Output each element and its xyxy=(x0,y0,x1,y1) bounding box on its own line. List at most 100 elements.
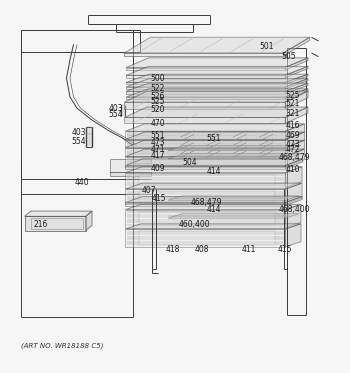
Polygon shape xyxy=(284,37,310,56)
Polygon shape xyxy=(139,191,275,202)
Text: 409: 409 xyxy=(150,164,165,173)
Polygon shape xyxy=(126,74,308,82)
Polygon shape xyxy=(285,159,303,169)
Polygon shape xyxy=(285,224,301,247)
Polygon shape xyxy=(139,231,275,245)
Text: 407: 407 xyxy=(142,186,156,195)
Polygon shape xyxy=(125,224,301,229)
Polygon shape xyxy=(126,89,308,97)
Text: 473: 473 xyxy=(150,138,165,147)
Polygon shape xyxy=(124,102,285,109)
Polygon shape xyxy=(125,229,285,247)
Text: 414: 414 xyxy=(206,167,221,176)
Polygon shape xyxy=(124,107,308,117)
Text: 551: 551 xyxy=(206,134,221,143)
Polygon shape xyxy=(285,107,308,123)
Text: 460,400: 460,400 xyxy=(178,220,210,229)
Polygon shape xyxy=(125,140,304,148)
Polygon shape xyxy=(125,166,285,169)
Polygon shape xyxy=(25,216,86,231)
Polygon shape xyxy=(285,140,304,156)
Text: 416: 416 xyxy=(285,121,300,130)
Text: 554: 554 xyxy=(71,137,86,146)
Polygon shape xyxy=(139,175,275,185)
Polygon shape xyxy=(126,79,308,87)
Polygon shape xyxy=(285,91,308,109)
Polygon shape xyxy=(86,211,92,231)
Polygon shape xyxy=(124,37,310,53)
Polygon shape xyxy=(125,210,285,228)
Text: 554: 554 xyxy=(108,110,123,119)
Text: 415: 415 xyxy=(278,245,292,254)
Polygon shape xyxy=(285,204,301,228)
Polygon shape xyxy=(285,58,308,70)
Polygon shape xyxy=(125,203,285,206)
Polygon shape xyxy=(126,82,285,84)
Text: 418: 418 xyxy=(166,245,180,254)
Polygon shape xyxy=(125,204,301,210)
Text: 468,479: 468,479 xyxy=(278,153,310,162)
Text: 526: 526 xyxy=(150,92,165,101)
Polygon shape xyxy=(125,197,302,203)
Text: 520: 520 xyxy=(150,105,165,114)
Polygon shape xyxy=(168,214,299,218)
Text: 500: 500 xyxy=(150,74,165,83)
Polygon shape xyxy=(168,154,301,159)
Polygon shape xyxy=(126,87,285,89)
Polygon shape xyxy=(285,183,302,204)
Text: 505: 505 xyxy=(282,52,296,61)
Polygon shape xyxy=(125,173,285,188)
Polygon shape xyxy=(126,83,308,91)
Polygon shape xyxy=(168,196,299,200)
Polygon shape xyxy=(285,124,304,140)
Polygon shape xyxy=(125,148,285,156)
Text: 470: 470 xyxy=(150,119,165,128)
Polygon shape xyxy=(110,159,150,172)
Text: 551: 551 xyxy=(150,131,165,140)
Polygon shape xyxy=(285,149,304,167)
Polygon shape xyxy=(124,117,285,123)
Polygon shape xyxy=(110,172,150,176)
Polygon shape xyxy=(125,159,303,166)
Text: 521: 521 xyxy=(285,99,300,108)
Text: 321: 321 xyxy=(285,109,300,117)
Polygon shape xyxy=(126,75,285,78)
Text: 417: 417 xyxy=(150,151,165,160)
Polygon shape xyxy=(125,183,302,189)
Text: 469: 469 xyxy=(285,131,300,140)
Polygon shape xyxy=(285,132,304,148)
Polygon shape xyxy=(285,83,308,94)
Polygon shape xyxy=(125,140,285,148)
Text: 411: 411 xyxy=(241,245,256,254)
Text: 473: 473 xyxy=(285,140,300,149)
Polygon shape xyxy=(168,145,301,151)
Polygon shape xyxy=(125,149,304,157)
Polygon shape xyxy=(124,91,308,102)
Polygon shape xyxy=(285,89,308,99)
Polygon shape xyxy=(124,53,284,56)
Polygon shape xyxy=(125,132,304,140)
Text: 216: 216 xyxy=(33,220,48,229)
Polygon shape xyxy=(285,79,308,89)
Text: 472: 472 xyxy=(285,145,300,154)
Polygon shape xyxy=(126,91,285,94)
Text: (ART NO. WR18188 C5): (ART NO. WR18188 C5) xyxy=(21,342,104,349)
Text: 501: 501 xyxy=(259,42,273,51)
Polygon shape xyxy=(125,167,302,173)
Text: 440: 440 xyxy=(75,178,90,187)
Polygon shape xyxy=(126,68,285,70)
Polygon shape xyxy=(126,66,308,75)
Polygon shape xyxy=(125,189,285,204)
Text: 522: 522 xyxy=(150,84,165,93)
Text: 408: 408 xyxy=(194,245,209,254)
Text: 468,479: 468,479 xyxy=(191,198,222,207)
Text: 468,400: 468,400 xyxy=(278,205,310,214)
Polygon shape xyxy=(285,167,302,188)
Polygon shape xyxy=(285,74,308,84)
Text: 410: 410 xyxy=(285,165,300,174)
Text: 403: 403 xyxy=(108,104,123,113)
Polygon shape xyxy=(125,157,285,167)
Text: 525: 525 xyxy=(150,97,165,106)
Polygon shape xyxy=(285,66,308,78)
Polygon shape xyxy=(126,58,308,68)
